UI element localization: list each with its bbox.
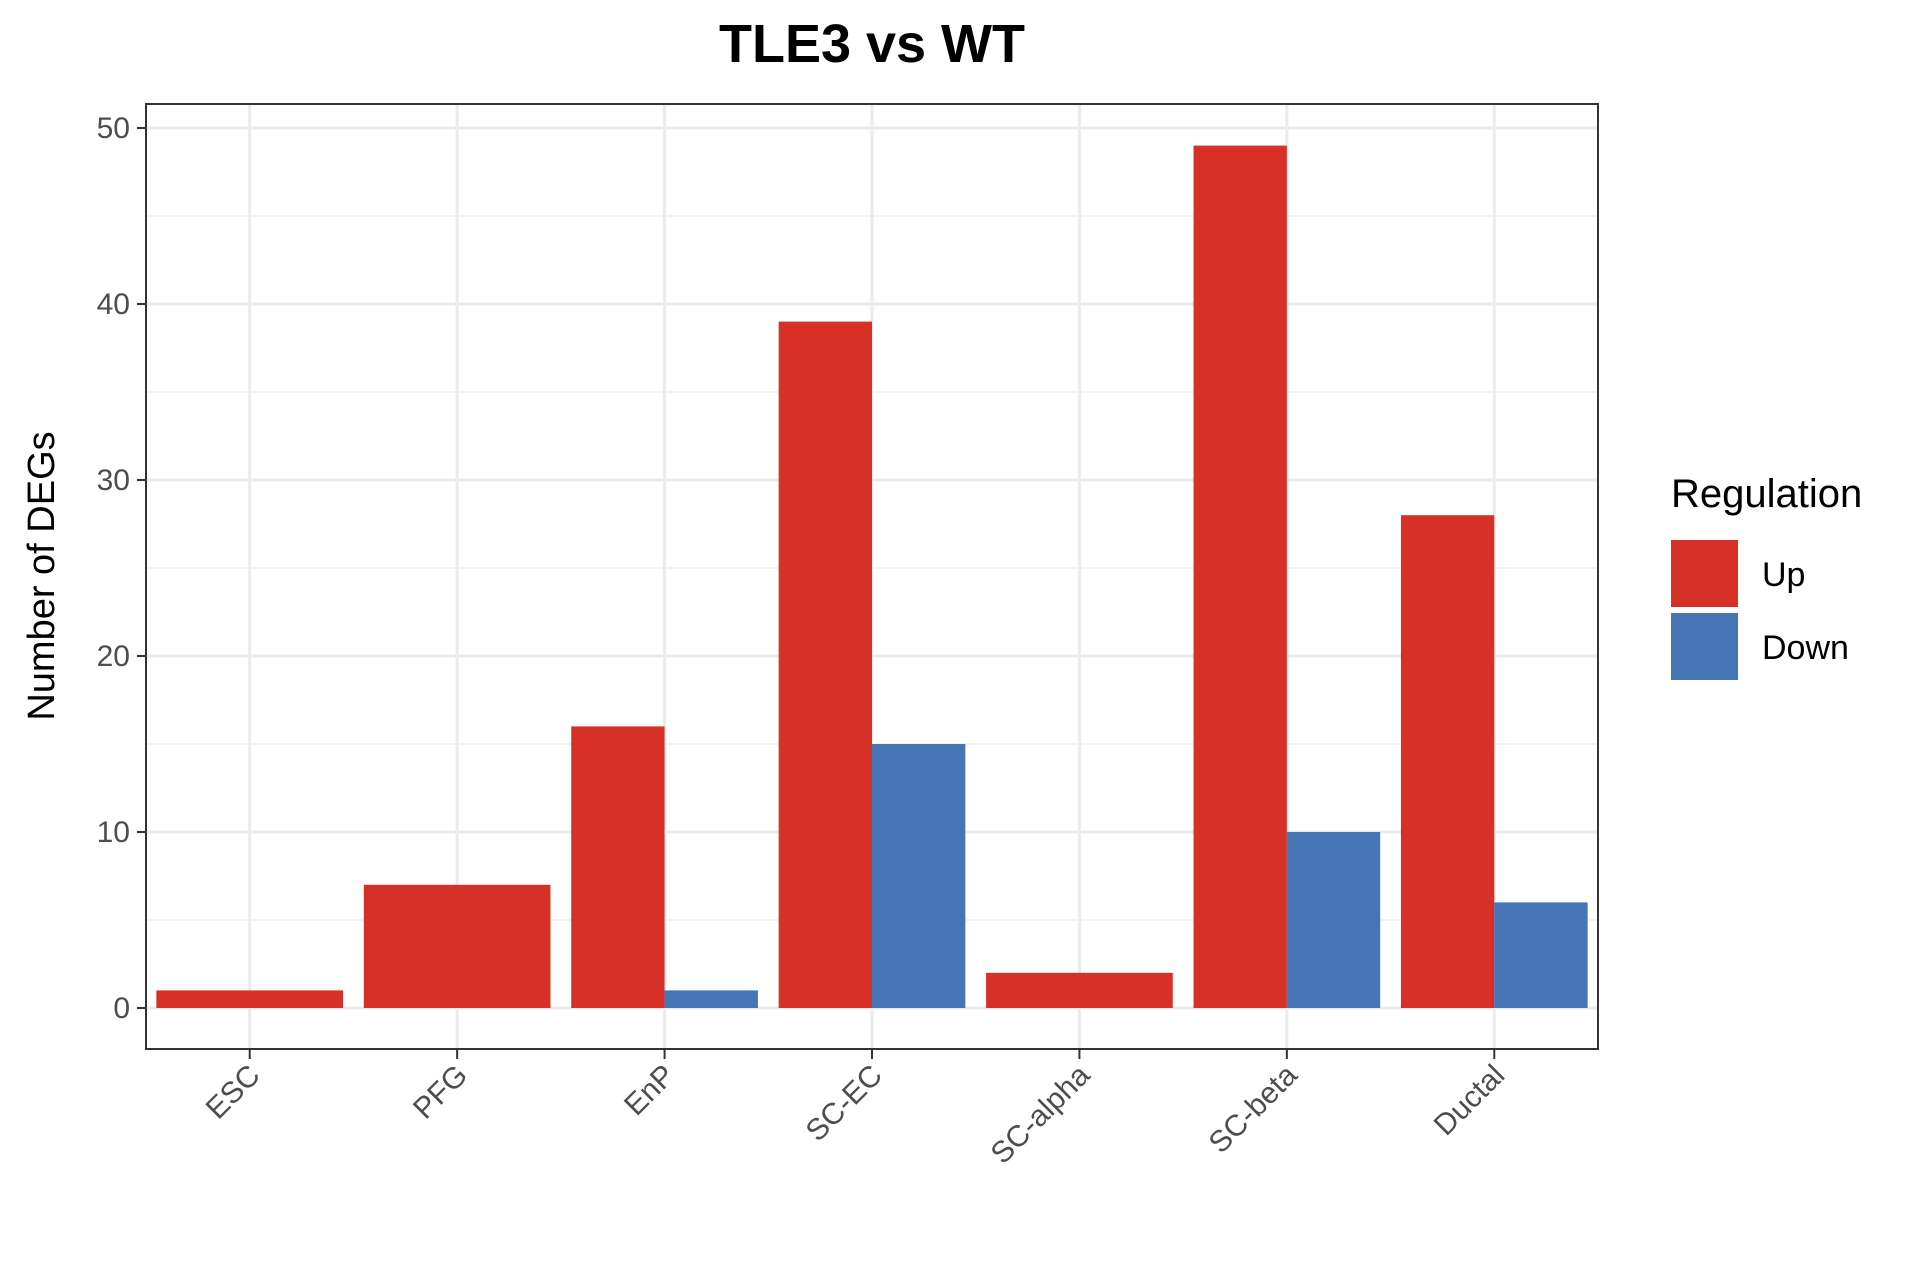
- legend: Regulation Up Down: [1671, 472, 1862, 680]
- x-tick-label: Ductal: [1428, 1059, 1511, 1142]
- bar-up-enp: [571, 726, 665, 1008]
- bar-down-ductal: [1494, 902, 1588, 1008]
- bar-up-sc-ec: [778, 321, 872, 1009]
- legend-label-down: Down: [1762, 629, 1849, 667]
- bar-up-ductal: [1400, 515, 1495, 1008]
- y-tick-label: 20: [97, 640, 130, 673]
- x-tick-label: SC-EC: [800, 1059, 889, 1148]
- y-tick-label: 30: [97, 464, 130, 497]
- bar-up-esc: [156, 990, 344, 1008]
- x-axis: ESC PFG EnP SC-EC SC-alpha SC-beta Ductal: [200, 1049, 1511, 1170]
- y-axis-title: Number of DEGs: [21, 431, 63, 720]
- bar-down-enp: [664, 990, 758, 1008]
- y-tick-label: 40: [97, 288, 130, 321]
- chart-title: TLE3 vs WT: [719, 14, 1025, 74]
- y-tick-label: 50: [97, 112, 130, 145]
- legend-title: Regulation: [1671, 472, 1862, 516]
- x-tick-label: SC-alpha: [985, 1058, 1097, 1170]
- y-tick-label: 10: [97, 816, 130, 849]
- x-tick-label: PFG: [407, 1059, 474, 1126]
- legend-label-up: Up: [1762, 556, 1805, 594]
- y-axis: 0 10 20 30 40 50: [97, 112, 146, 1025]
- bar-up-pfg: [363, 884, 551, 1008]
- x-tick-label: EnP: [618, 1059, 681, 1122]
- x-tick-label: ESC: [200, 1059, 267, 1126]
- y-tick-label: 0: [113, 992, 130, 1025]
- legend-key-down: [1671, 613, 1738, 680]
- bar-up-sc-alpha: [986, 972, 1173, 1008]
- x-tick-label: SC-beta: [1203, 1058, 1304, 1159]
- bar-down-sc-ec: [872, 744, 966, 1008]
- bar-down-sc-beta: [1286, 832, 1381, 1008]
- legend-key-up: [1671, 540, 1738, 607]
- bars: [156, 145, 1588, 1009]
- bar-up-sc-beta: [1193, 145, 1287, 1009]
